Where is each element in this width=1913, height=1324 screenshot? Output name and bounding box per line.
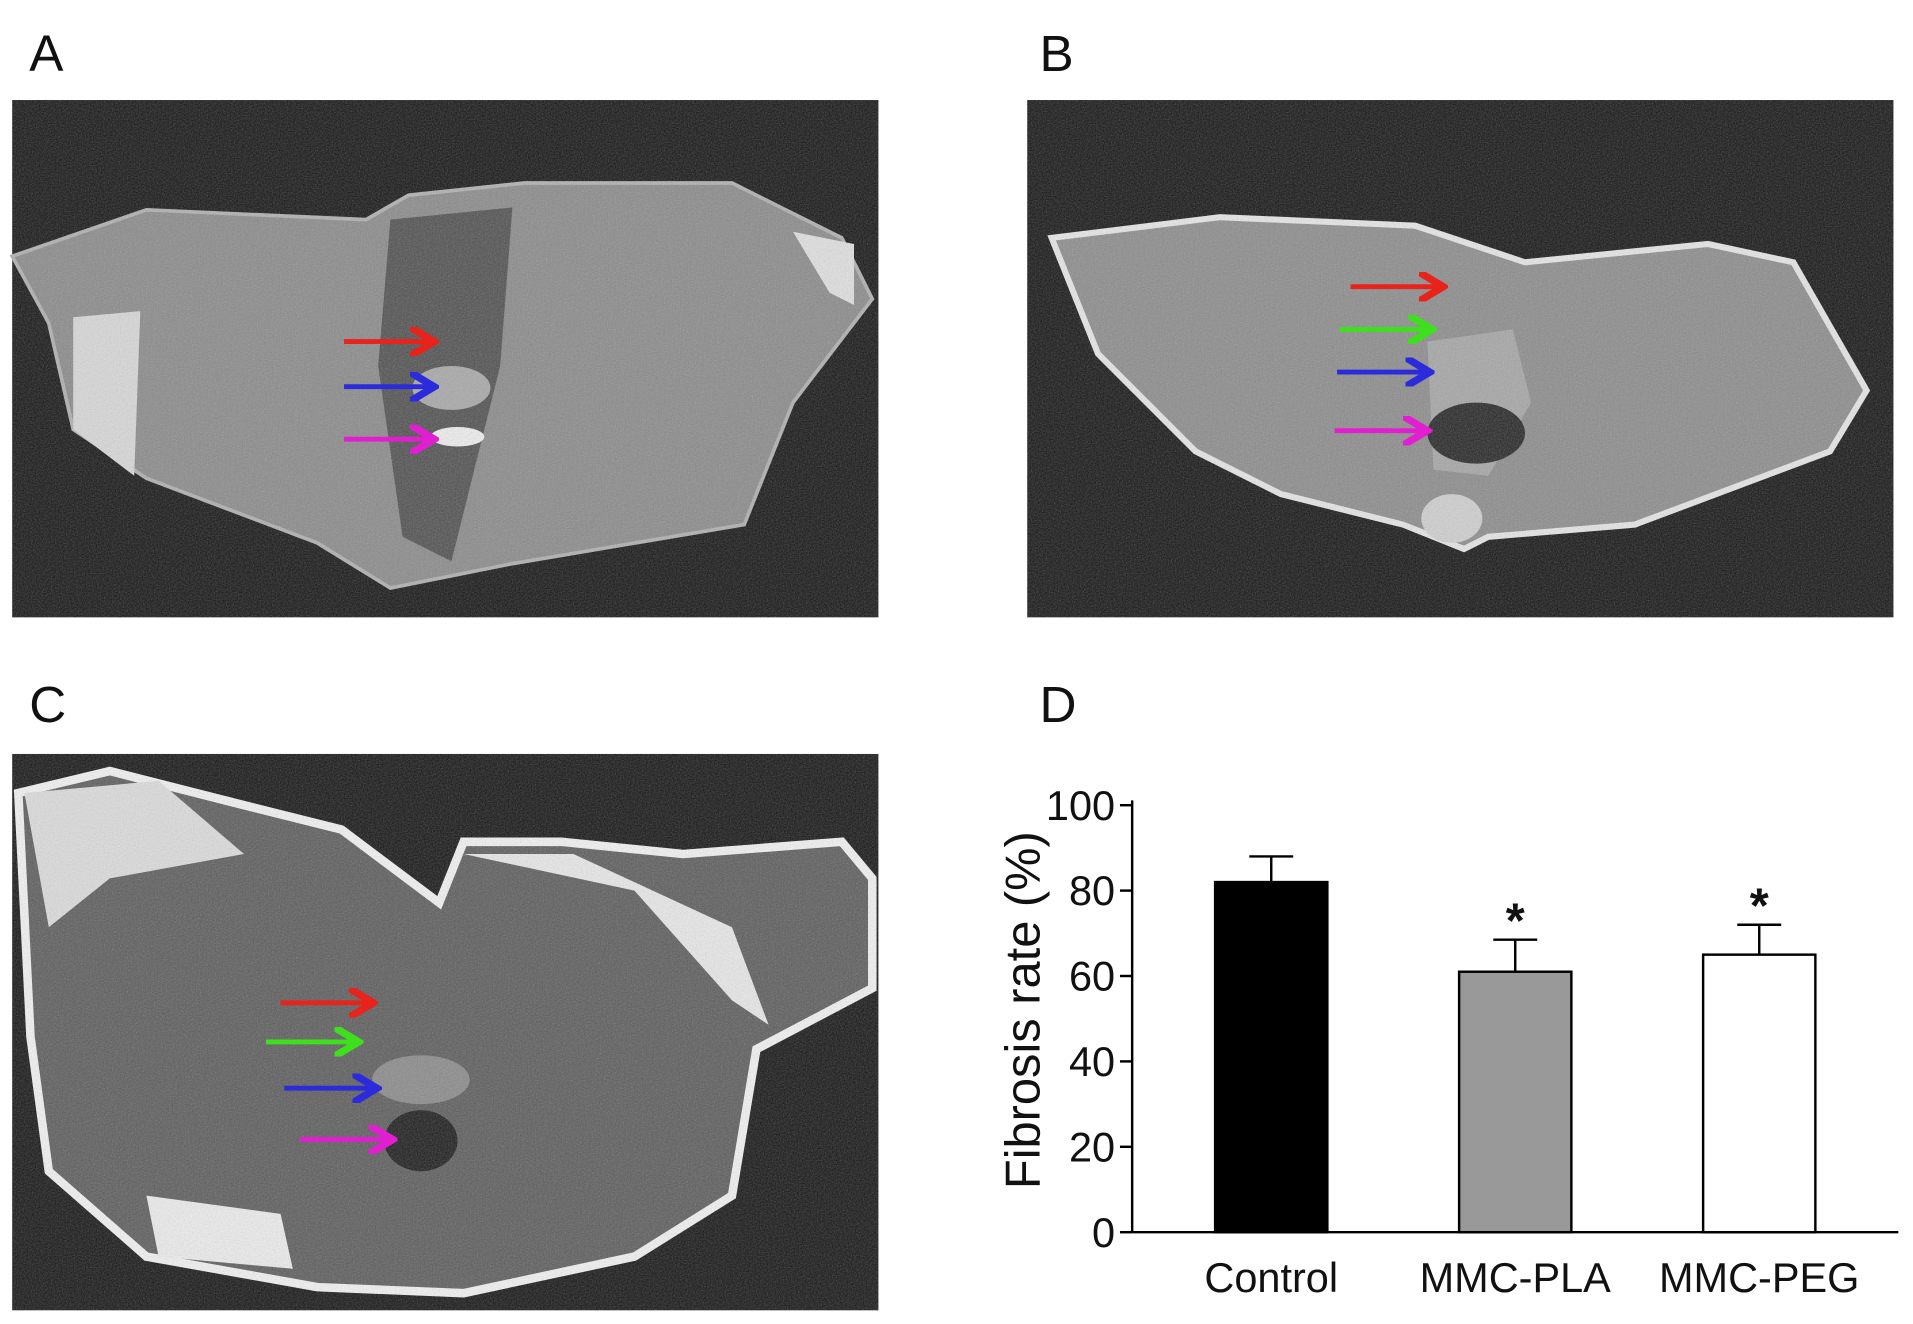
significance-marker: * — [1750, 879, 1769, 933]
panel-label: B — [1039, 25, 1073, 82]
y-tick-label: 40 — [1069, 1038, 1115, 1085]
figure-content: A B C D Fibrosis rate (%) 0 20 40 60 80 100 Co… — [9, 25, 1899, 1311]
y-tick-label: 80 — [1069, 867, 1115, 914]
mri-panel-c — [12, 753, 879, 1311]
mri-panel-a — [9, 100, 879, 618]
significance-marker: * — [1506, 894, 1525, 948]
panel-label: A — [29, 25, 64, 82]
bar — [1701, 953, 1817, 1234]
x-tick-label: Control — [1204, 1254, 1338, 1301]
panel-label: C — [29, 676, 66, 733]
bar — [1213, 880, 1329, 1234]
panel-label: D — [1039, 676, 1076, 733]
mri-panel-b — [1027, 100, 1894, 618]
y-tick-label: 100 — [1046, 782, 1115, 829]
y-tick-label: 60 — [1069, 953, 1115, 1000]
y-axis-label: Fibrosis rate (%) — [996, 831, 1050, 1189]
y-tick-label: 0 — [1092, 1209, 1115, 1256]
x-tick-label: MMC-PEG — [1659, 1254, 1859, 1301]
y-tick-label: 20 — [1069, 1123, 1115, 1170]
x-tick-label: MMC-PLA — [1420, 1254, 1612, 1301]
bar — [1457, 970, 1573, 1234]
